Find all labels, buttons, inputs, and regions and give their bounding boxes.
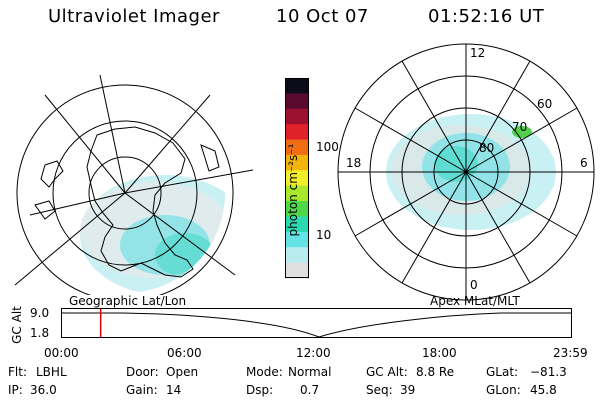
dsp-value: 0.7 [300,383,320,397]
colorbar-stripe [285,247,309,264]
mlat-label-70: 70 [512,120,528,134]
colorbar-stripe [285,108,309,125]
colorbar-stripe [285,216,309,233]
colorbar [285,78,309,279]
mlt-label-0: 0 [470,278,478,292]
dsp-label: Dsp: [246,383,274,397]
glat-value: −81.3 [530,365,567,379]
mlt-label-18: 18 [346,156,362,170]
colorbar-stripe [285,170,309,187]
altitude-curve [61,312,572,338]
mlt-label-6: 6 [580,156,588,170]
colorbar-stripe [285,201,309,218]
mlat-label-80: 80 [479,141,495,155]
time-tick-2359: 23:59 [553,346,588,360]
ip-label: IP: [8,383,23,397]
gc-alt-value: 8.8 Re [416,365,455,379]
coastline [34,126,220,278]
colorbar-stripe [285,139,309,156]
date-label: 10 Oct 07 [276,6,369,27]
door-value: Open [166,365,199,379]
time-label: 01:52:16 UT [428,6,545,27]
colorbar-stripe [285,231,309,248]
mode-value: Normal [288,365,332,379]
colorbar-stripe [285,154,309,171]
door-label: Door: [126,365,159,379]
glon-label: GLon: [486,383,521,397]
colorbar-stripe [285,185,309,202]
instrument-title: Ultraviolet Imager [48,6,220,27]
ip-value: 36.0 [30,383,57,397]
glon-value: 45.8 [530,383,557,397]
time-tick-1200: 12:00 [296,346,331,360]
colorbar-stripe [285,262,309,279]
colorbar-stripe [285,78,309,94]
colorbar-unit-label: photon cm⁻²s⁻¹ [286,143,300,237]
glat-label: GLat: [486,365,519,379]
altitude-tick-max: 9.0 [30,306,50,320]
altitude-axis-label: GC Alt [10,306,24,344]
seq-value: 39 [400,383,416,397]
altitude-plot [61,308,572,338]
altitude-tick-min: 1.8 [30,326,50,340]
mlat-label-60: 60 [537,97,553,111]
geographic-projection-label: Geographic Lat/Lon [69,294,187,308]
colorbar-tick-100: 100 [316,140,339,154]
time-tick-0000: 00:00 [44,346,79,360]
colorbar-tick-10: 10 [316,228,332,242]
magnetic-map [337,43,595,301]
magnetic-projection-label: Apex MLat/MLT [430,294,520,308]
mode-label: Mode: [246,365,283,379]
gain-value: 14 [166,383,182,397]
time-tick-1800: 18:00 [422,346,457,360]
colorbar-stripe [285,93,309,110]
gain-label: Gain: [126,383,158,397]
colorbar-frame [285,78,309,278]
mlt-label-12: 12 [470,46,486,60]
seq-label: Seq: [366,383,393,397]
colorbar-stripe [285,124,309,141]
geographic-map [14,74,254,295]
filter-value: LBHL [36,365,67,379]
filter-label: Flt: [8,365,27,379]
gc-alt-label: GC Alt: [366,365,408,379]
time-tick-0600: 06:00 [167,346,202,360]
